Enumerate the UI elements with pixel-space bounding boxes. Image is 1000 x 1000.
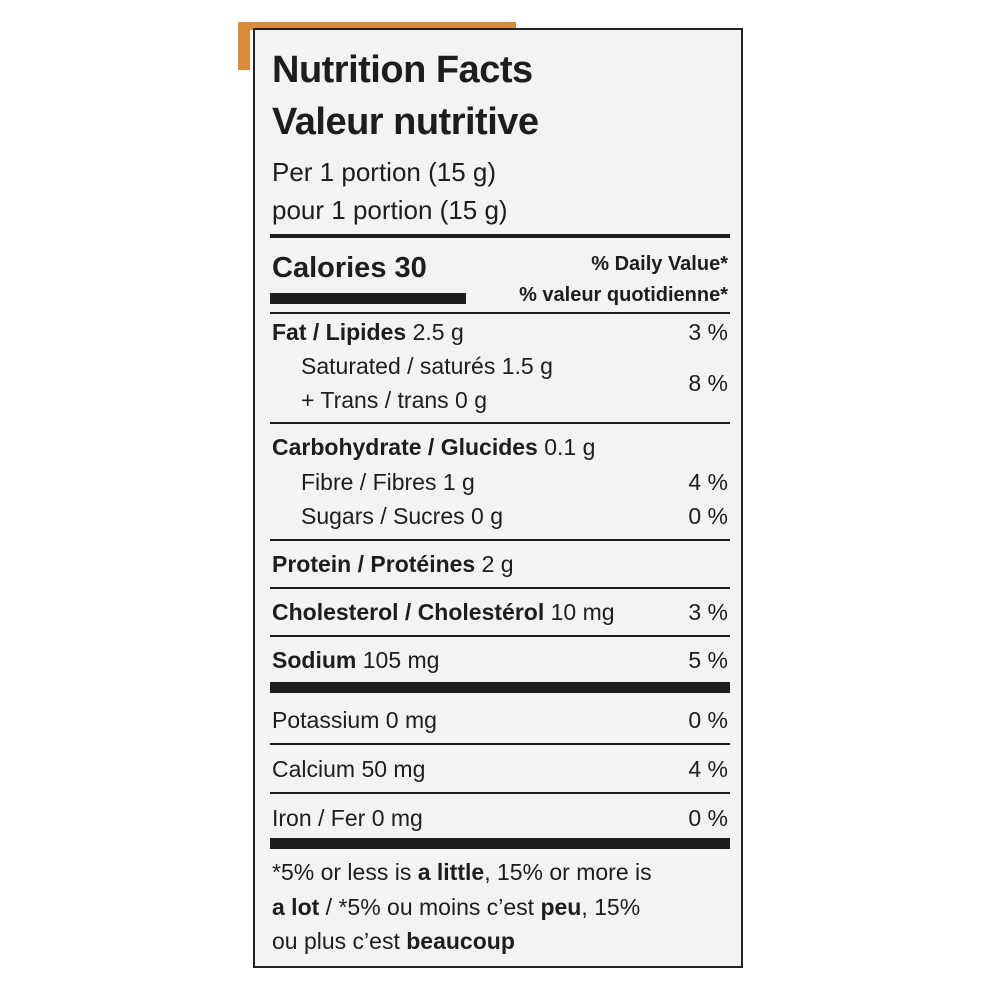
nutrient-row: Sugars / Sucres 0 g (301, 503, 503, 529)
footnote-text: a lot (272, 894, 320, 920)
rule (270, 792, 730, 794)
footnote: *5% or less is a little, 15% or more is (272, 857, 652, 887)
rule (270, 539, 730, 541)
serving-size: Per 1 portion (15 g) (272, 157, 497, 187)
rule (270, 743, 730, 745)
nutrient-amount: 2 g (475, 551, 514, 577)
nutrient-name: Protein / Protéines (272, 551, 476, 577)
footnote-text: beaucoup (406, 928, 515, 954)
nutrient-row: Cholesterol / Cholestérol 10 mg (272, 597, 615, 627)
package-edge (238, 22, 250, 70)
rule (270, 234, 730, 238)
nutrient-row: + Trans / trans 0 g (301, 387, 488, 413)
nutrient-row: Potassium 0 mg (272, 707, 437, 733)
calories: Calories 30 (272, 252, 427, 284)
nutrient-row: Fat / Lipides 2.5 g (272, 317, 464, 347)
nutrient-amount: 0.1 g (537, 434, 596, 460)
footnote-text: , 15% (581, 894, 641, 920)
rule (270, 635, 730, 637)
rule (270, 422, 730, 424)
nutrition-label (253, 28, 743, 968)
footnote-text: *5% or less is (272, 859, 418, 885)
footnote-text: peu (540, 894, 582, 920)
daily-value: 3 % (688, 599, 728, 625)
daily-value: 3 % (688, 319, 728, 345)
daily-value: 0 % (688, 503, 728, 529)
rule (270, 587, 730, 589)
nutrient-name: Carbohydrate / Glucides (272, 434, 538, 460)
daily-value: 4 % (688, 756, 728, 782)
rule (270, 682, 730, 693)
footnote-text: , 15% or more is (484, 859, 652, 885)
package-edge (238, 22, 516, 30)
title: Nutrition Facts (272, 49, 533, 91)
daily-value-header: % Daily Value* (591, 253, 728, 275)
nutrient-amount: 10 mg (544, 599, 615, 625)
nutrient-row: Iron / Fer 0 mg (272, 805, 423, 831)
daily-value: 8 % (688, 370, 728, 396)
rule (270, 838, 730, 849)
daily-value: 4 % (688, 469, 728, 495)
rule (270, 312, 730, 314)
daily-value: 0 % (688, 707, 728, 733)
title: Valeur nutritive (272, 101, 539, 143)
nutrient-amount: 105 mg (356, 647, 440, 673)
nutrient-amount: 2.5 g (406, 319, 464, 345)
footnote-text: ou plus c’est (272, 928, 407, 954)
daily-value-header: % valeur quotidienne* (519, 284, 728, 306)
daily-value: 5 % (688, 647, 728, 673)
serving-size: pour 1 portion (15 g) (272, 195, 508, 225)
footnote-text: a little (417, 859, 485, 885)
daily-value: 0 % (688, 805, 728, 831)
nutrient-row: Protein / Protéines 2 g (272, 549, 514, 579)
nutrient-row: Saturated / saturés 1.5 g (301, 353, 553, 379)
rule (270, 293, 466, 304)
footnote: a lot / *5% ou moins c’est peu, 15% (272, 892, 640, 922)
footnote: ou plus c’est beaucoup (272, 926, 515, 956)
nutrient-row: Fibre / Fibres 1 g (301, 469, 475, 495)
nutrient-name: Cholesterol / Cholestérol (272, 599, 545, 625)
nutrient-name: Sodium (272, 647, 357, 673)
nutrient-row: Calcium 50 mg (272, 756, 426, 782)
nutrient-row: Carbohydrate / Glucides 0.1 g (272, 432, 595, 462)
footnote-text: / *5% ou moins c’est (319, 894, 541, 920)
nutrient-row: Sodium 105 mg (272, 645, 439, 675)
nutrient-name: Fat / Lipides (272, 319, 407, 345)
